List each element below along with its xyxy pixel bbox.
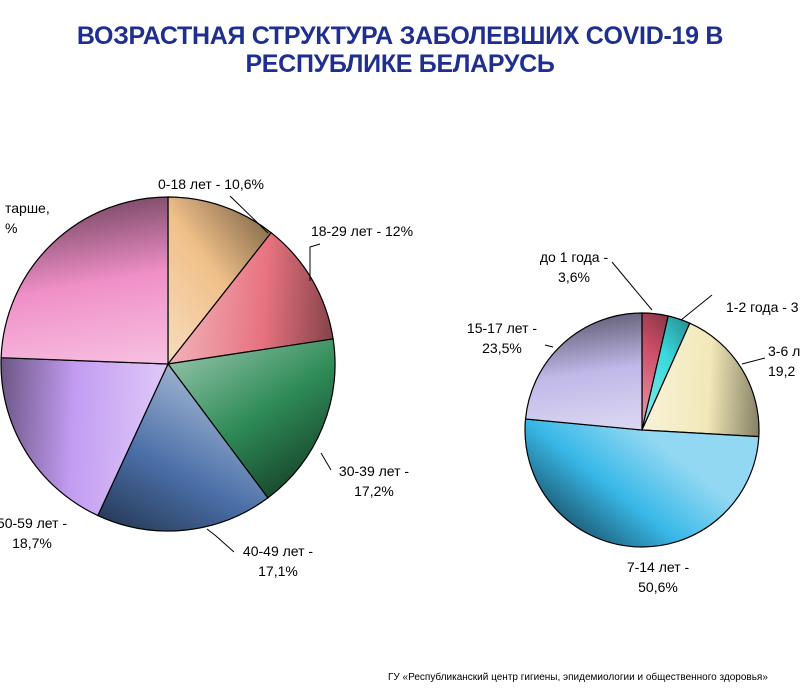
pie-0-label-4-line-0: 50-59 лет - [0,515,67,531]
pie-1-label-3: 7-14 лет - 50,6% [627,559,690,595]
pie-0-leader-2 [320,452,332,471]
pie-0-leader-1 [309,243,321,281]
pie-1-label-1: 1-2 года - 3 [726,299,799,315]
pie-0-leader-0 [229,195,269,234]
pie-1-label-2-line-1: 19,2 [768,363,795,379]
pie-1-slice-3 [524,418,760,548]
pie-0-label-4-line-1: 18,7% [12,535,52,551]
pie-0-slice-3 [97,362,269,532]
pie-1-label-4-line-1: 23,5% [482,340,522,356]
pie-0-label-3: 40-49 лет - 17,1% [243,543,313,579]
pie-0-label-5-line-1: % [5,220,17,236]
chart-title-line-2: РЕСПУБЛИКЕ БЕЛАРУСЬ [245,50,555,78]
pie-1-label-3-line-0: 7-14 лет - [627,559,690,575]
adult-pie-chart: 0-18 лет - 10,6% 18-29 лет - 12% 30-39 лет… [0,176,413,579]
pie-0-leader-3 [206,528,235,553]
pie-1-slice-2 [641,322,760,438]
pie-0-label-3-line-0: 40-49 лет - [243,543,313,559]
pie-0-label-5-line-0: тарше, [5,200,50,216]
pie-1-label-0: до 1 года - 3,6% [540,249,609,285]
pie-0-label-2-line-0: 30-39 лет - [339,463,409,479]
pie-0-label-3-line-1: 17,1% [258,563,298,579]
pie-1-slice-4 [524,312,643,431]
pie-0-label-1: 18-29 лет - 12% [311,223,413,239]
pie-0-label-0: 0-18 лет - 10,6% [158,176,264,192]
pie-1-leader-1 [680,294,713,321]
pie-1-leader-0 [611,261,653,311]
pie-1-label-2: 3-6 л 19,2 [768,343,800,379]
pie-0-slice-5 [0,196,169,365]
pie-1-label-0-line-1: 3,6% [558,269,590,285]
pie-0-slice-2 [166,338,336,499]
pie-1-label-4-line-0: 15-17 лет - [467,320,537,336]
pie-1-label-2-line-0: 3-6 л [768,343,800,359]
pie-1-label-1-line-0: 1-2 года - 3 [726,299,799,315]
chart-title: ВОЗРАСТНАЯ СТРУКТУРА ЗАБОЛЕВШИХ COVID-19… [0,22,800,78]
pie-0-label-2-line-1: 17,2% [354,483,394,499]
child-pie-chart: до 1 года - 3,6% 1-2 года - 3 3-6 л 19,2 7-14… [467,249,800,595]
pie-0-slice-1 [166,231,334,365]
pie-0-label-1-line-0: 18-29 лет - 12% [311,223,413,239]
pie-1-label-0-line-0: до 1 года - [540,249,609,265]
chart-title-line-1: ВОЗРАСТНАЯ СТРУКТУРА ЗАБОЛЕВШИХ COVID-19… [76,22,724,50]
pie-0-label-2: 30-39 лет - 17,2% [339,463,409,499]
pie-1-leader-4 [544,344,554,348]
pie-0-label-0-line-0: 0-18 лет - 10,6% [158,176,264,192]
pie-1-label-4: 15-17 лет - 23,5% [467,320,537,356]
pie-0-label-4: 50-59 лет - 18,7% [0,515,67,551]
source-footer: ГУ «Республиканский центр гигиены, эпиде… [388,672,768,683]
pie-0-label-5: тарше,% [5,200,50,236]
pie-1-label-3-line-1: 50,6% [638,579,678,595]
pie-1-leader-2 [741,357,766,365]
pie-0-slice-4 [0,357,169,517]
pie-0-slice-0 [167,196,273,366]
